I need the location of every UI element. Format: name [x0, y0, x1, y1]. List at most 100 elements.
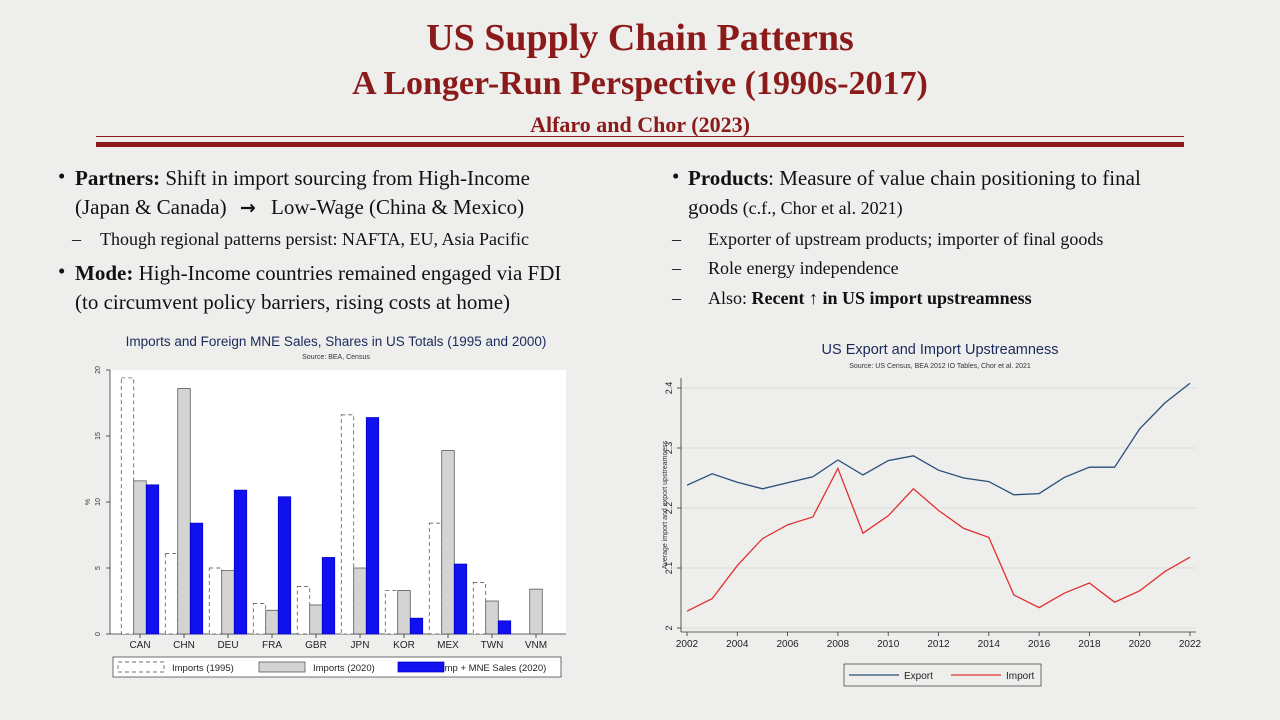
bar-can-imports-2020 — [133, 480, 147, 635]
line-chart-title: US Export and Import Upstreamness — [821, 342, 1059, 358]
bullet-dot: • — [58, 259, 66, 283]
products-sub3: Also: Recent ↑ in US import upstreamness — [708, 286, 1208, 310]
slide-title: US Supply Chain Patterns — [426, 17, 854, 59]
products-label: Products — [688, 166, 769, 190]
x-tick-label: 2018 — [1078, 639, 1101, 650]
x-tick-label: 2012 — [927, 639, 950, 650]
x-tick-label-kor: KOR — [393, 640, 415, 651]
legend-label-import: Import — [1006, 671, 1035, 682]
y-axis-label: % — [85, 499, 92, 505]
bar-jpn-imports-2020 — [353, 567, 367, 635]
products-sub2: Role energy independence — [708, 258, 899, 278]
bar-chart-source: Source: BEA, Census — [302, 354, 370, 361]
products-text-2b: (c.f., Chor et al. 2021) — [738, 198, 903, 218]
mode-text-2: (to circumvent policy barriers, rising c… — [75, 290, 511, 314]
legend-swatch-0 — [117, 661, 165, 673]
title-rule-thin — [96, 136, 1184, 137]
y-tick-label: 2 — [664, 625, 674, 630]
mode-label: Mode: — [75, 261, 134, 285]
x-tick-label-mex: MEX — [437, 640, 459, 651]
products-text-1: : Measure of value chain positioning to … — [768, 166, 1141, 190]
x-tick-label: 2010 — [877, 639, 900, 650]
x-tick-label: 2014 — [978, 639, 1001, 650]
y-tick-label: 2.3 — [664, 442, 674, 455]
legend-swatch-2 — [397, 661, 445, 673]
line-legend-box — [843, 663, 1042, 687]
bar-mex-imports-2020 — [441, 450, 455, 635]
bar-jpn-imp-mne-2020 — [365, 417, 380, 635]
legend-label-2: Imp + MNE Sales (2020) — [442, 663, 546, 674]
bar-fra-imp-mne-2020 — [277, 496, 292, 635]
y-tick-label: 20 — [95, 366, 102, 374]
bar-legend-box — [112, 656, 562, 678]
x-tick-label: 2020 — [1129, 639, 1152, 650]
x-tick-label-fra: FRA — [262, 640, 282, 651]
x-tick-label-jpn: JPN — [351, 640, 370, 651]
bar-gbr-imports-1995 — [296, 586, 311, 635]
series-line-import — [686, 466, 1191, 612]
bar-kor-imports-1995 — [384, 590, 399, 635]
bar-chart-title: Imports and Foreign MNE Sales, Shares in… — [125, 334, 547, 349]
bar-jpn-imports-1995 — [340, 414, 355, 635]
bar-chn-imports-1995 — [164, 553, 179, 635]
partners-sub: Though regional patterns persist: NAFTA,… — [100, 229, 529, 249]
bar-kor-imp-mne-2020 — [409, 617, 424, 635]
bar-mex-imp-mne-2020 — [453, 563, 468, 635]
bar-chart: 0 5 10 15 20% CAN CHN DEU FRA GBR JPN KOR MEX TWN VNM I… — [85, 366, 566, 678]
bar-can-imports-1995 — [120, 377, 135, 635]
bar-deu-imp-mne-2020 — [233, 489, 248, 635]
line-plot-area — [681, 378, 1196, 632]
y-tick-label: 0 — [95, 632, 102, 636]
bar-chn-imp-mne-2020 — [189, 522, 204, 635]
dash-icon: – — [72, 229, 81, 249]
x-tick-label: 2022 — [1179, 639, 1202, 650]
legend-swatch-1 — [258, 661, 306, 673]
bar-legend: Imports (1995) Imports (2020) Imp + MNE Sa… — [112, 656, 562, 678]
bullet-mode: Mode: High-Income countries remained eng… — [75, 259, 645, 317]
bullet-dot: • — [58, 164, 66, 188]
partners-text-2b: Low-Wage (China & Mexico) — [271, 195, 525, 219]
products-sub1: Exporter of upstream products; importer … — [708, 229, 1104, 249]
y-tick-label: 2.4 — [664, 382, 674, 395]
x-tick-label: 2016 — [1028, 639, 1051, 650]
line-chart: 2 2.1 2.2 2.3 2.4 Average import and export u… — [662, 378, 1202, 687]
y-tick-label: 15 — [95, 432, 102, 440]
legend-label-0: Imports (1995) — [172, 663, 234, 674]
y-axis-label: Average import and export upstreamness — [662, 440, 669, 569]
legend-label-1: Imports (2020) — [313, 663, 375, 674]
products-sub3-bold: Recent ↑ in US import upstreamness — [751, 288, 1032, 308]
x-tick-label-deu: DEU — [217, 640, 238, 651]
right-arrow-icon: → — [239, 197, 256, 219]
products-text-2a: goods — [688, 195, 739, 219]
products-sub3-prefix: Also: — [708, 288, 752, 308]
bar-twn-imports-2020 — [485, 600, 499, 635]
bar-gbr-imp-mne-2020 — [321, 557, 336, 635]
bar-twn-imports-1995 — [472, 582, 487, 635]
mode-text-1: High-Income countries remained engaged v… — [133, 261, 562, 285]
bar-vnm-imports-2020 — [529, 588, 543, 635]
title-rule-thick — [96, 142, 1184, 147]
x-tick-label: 2004 — [726, 639, 749, 650]
y-tick-label: 2.2 — [664, 502, 674, 515]
y-tick-label: 10 — [95, 498, 102, 506]
bar-deu-imports-1995 — [208, 567, 223, 635]
x-tick-label-gbr: GBR — [305, 640, 327, 651]
bar-chn-imports-2020 — [177, 388, 191, 635]
partners-text-2a: (Japan & Canada) — [75, 195, 227, 219]
bar-fra-imports-2020 — [265, 609, 279, 635]
bar-deu-imports-2020 — [221, 570, 235, 635]
y-tick-label: 5 — [95, 566, 102, 570]
bar-twn-imp-mne-2020 — [497, 620, 512, 635]
dash-icon: – — [672, 288, 681, 308]
bar-fra-imports-1995 — [252, 603, 267, 635]
partners-label: Partners: — [75, 166, 161, 190]
legend-label-export: Export — [904, 671, 933, 682]
bullet-dot: • — [672, 164, 680, 188]
bar-gbr-imports-2020 — [309, 604, 323, 635]
partners-text-1: Shift in import sourcing from High-Incom… — [160, 166, 530, 190]
x-tick-label: 2008 — [827, 639, 850, 650]
x-tick-label-can: CAN — [129, 640, 150, 651]
slide-subtitle: A Longer-Run Perspective (1990s-2017) — [352, 65, 928, 102]
line-legend: Export Import — [843, 663, 1042, 687]
x-tick-label-chn: CHN — [173, 640, 195, 651]
